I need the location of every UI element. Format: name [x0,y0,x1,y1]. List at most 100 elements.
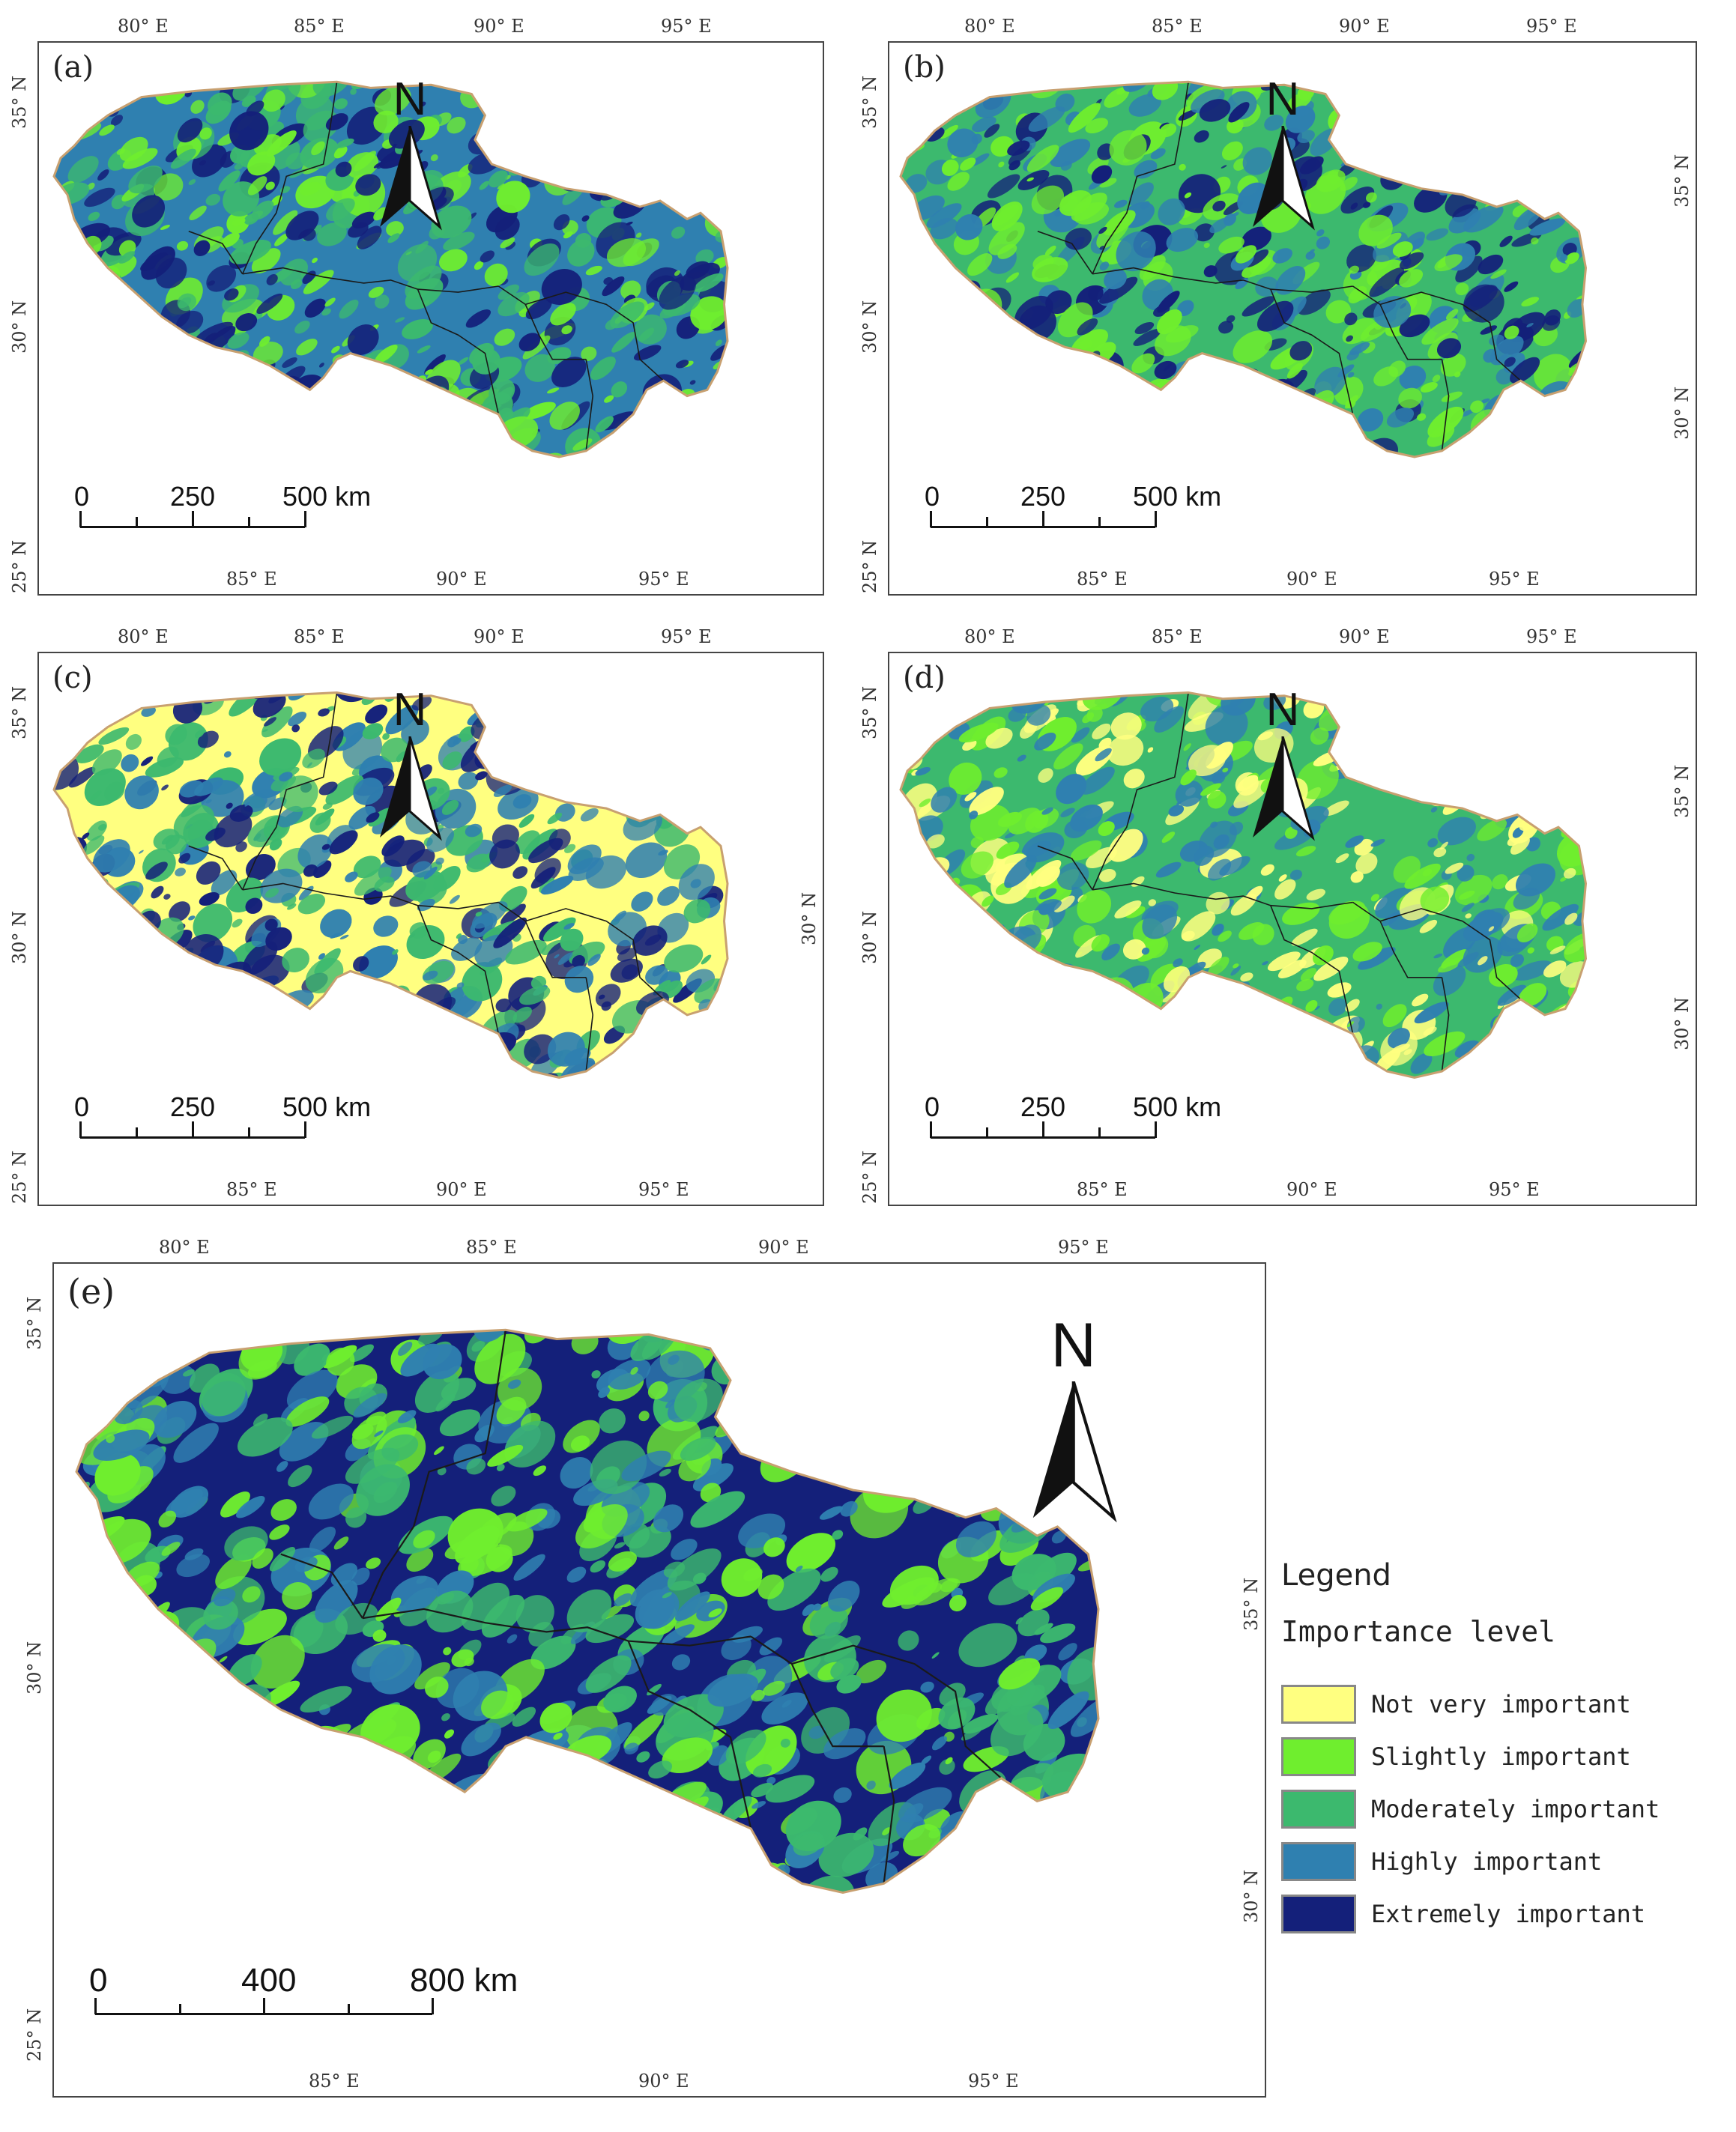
lat-tick-label: 30° N [24,1641,45,1695]
scale-bar-label: 500 km [1133,481,1222,512]
legend-swatch [1281,1790,1356,1829]
scale-bar-label: 0 [74,1091,90,1122]
region-outline [899,80,1588,458]
legend-swatch [1281,1895,1356,1933]
scale-bar-tick [136,1127,138,1138]
lon-tick-label: 85° E [294,16,345,37]
admin-boundary [1092,692,1189,891]
legend-label: Extremely important [1371,1900,1646,1928]
scale-bar-tick [248,517,250,527]
region-outline [899,691,1588,1079]
lon-tick-label: 90° E [436,569,487,590]
north-arrow-icon: N [1028,1309,1119,1526]
north-arrow-shape [380,125,442,231]
north-arrow-shape [1032,1381,1117,1523]
admin-boundary [1441,977,1450,1072]
north-arrow-icon: N [376,73,444,234]
lon-tick-label: 95° E [968,2071,1019,2092]
map-panel-c: (c) 80° E 85° E 90° E 95° E 85° E 90° E 95° E 35… [9,626,824,1206]
scale-bar-label: 500 km [282,1091,372,1122]
scale-bar: 0 250 500 km [925,1091,1245,1159]
lat-tick-label: 30° N [9,910,30,964]
admin-boundary [1379,908,1522,1000]
lon-tick-label: 95° E [1058,1237,1109,1258]
admin-boundary [1352,285,1442,360]
legend-swatch [1281,1842,1356,1881]
legend-label: Slightly important [1371,1742,1631,1771]
lon-tick-label: 90° E [474,16,524,37]
admin-boundary [585,977,594,1072]
scale-bar-tick [192,511,194,527]
scale-bar-label: 250 [1020,1091,1066,1122]
admin-boundary [791,1644,1002,1779]
north-arrow-icon: N [1249,73,1316,234]
admin-boundary [1092,82,1189,275]
scale-bar-tick [94,1998,97,2014]
admin-boundary [1352,901,1442,978]
scale-bar-tick [1155,1121,1157,1138]
lon-tick-label: 80° E [118,626,169,647]
lon-tick-label: 90° E [638,2071,689,2092]
map-panel-b: (b) 80° E 85° E 90° E 95° E 85° E 90° E 95° E 35… [859,16,1697,596]
lat-tick-label: 35° N [9,685,30,739]
map-panel-d: (d) 80° E 85° E 90° E 95° E 85° E 90° E 95° E 35… [859,626,1697,1206]
legend-swatch [1281,1737,1356,1776]
lon-tick-label: 95° E [1489,1179,1540,1200]
admin-boundary [1037,845,1093,891]
north-letter: N [393,73,427,125]
scale-bar-label: 800 km [410,1962,518,1999]
panel-label: (a) [52,50,94,85]
lon-tick-label: 85° E [466,1237,517,1258]
region-map [52,80,729,458]
lon-tick-label: 95° E [638,1179,689,1200]
scale-bar-label: 400 [241,1962,297,1999]
lon-tick-label: 85° E [294,626,345,647]
scale-bar-label: 250 [1020,481,1066,512]
lon-tick-label: 90° E [436,1179,487,1200]
admin-boundary [362,1608,751,1647]
scale-bar: 0 250 500 km [74,481,395,548]
scale-bar: 0 400 800 km [89,1962,522,2035]
scale-bar-tick [1098,517,1101,527]
legend-label: Moderately important [1371,1795,1660,1823]
scale-bar-tick [79,511,82,527]
admin-boundary [242,267,499,293]
admin-boundary [361,1330,506,1619]
legend: Legend Importance level Not very importa… [1281,1558,1701,1940]
admin-boundary [750,1635,884,1748]
lon-tick-label: 85° E [1152,626,1203,647]
admin-boundary [525,908,665,1000]
admin-boundary [1379,291,1522,381]
admin-boundary [883,1745,895,1884]
scale-bar-tick [304,1121,306,1138]
scale-bar: 0 250 500 km [74,1091,395,1159]
scale-bar-tick [304,511,306,527]
scale-bar-tick [1042,511,1044,527]
lon-tick-label: 90° E [1339,626,1390,647]
scale-bar-label: 0 [925,481,940,512]
scale-bar-label: 250 [170,1091,216,1122]
lon-tick-label: 85° E [226,1179,277,1200]
scale-bar-tick [263,1998,265,2014]
admin-boundary [188,230,244,275]
admin-boundary [585,359,594,451]
lat-tick-label: 30° N [859,910,880,964]
admin-boundary [1270,288,1354,415]
north-letter: N [1265,684,1300,736]
lon-tick-label: 80° E [964,626,1015,647]
map-panel-e: (e) 80° E 85° E 90° E 95° E 85° E 90° E 95° E 35… [24,1237,1266,2098]
admin-boundary [241,692,338,891]
scale-bar-tick [192,1121,194,1138]
region-map [899,80,1588,458]
panel-label: (d) [903,661,946,695]
lat-tick-label: 30° N [859,300,880,354]
lon-tick-label: 85° E [1077,1179,1128,1200]
lon-tick-label: 85° E [309,2071,360,2092]
scale-bar-tick [79,1121,82,1138]
admin-boundary [242,882,499,909]
lon-tick-label: 90° E [1339,16,1390,37]
lon-tick-label: 95° E [638,569,689,590]
lon-tick-label: 95° E [661,626,712,647]
legend-label: Not very important [1371,1690,1631,1718]
admin-boundary [627,1641,752,1829]
